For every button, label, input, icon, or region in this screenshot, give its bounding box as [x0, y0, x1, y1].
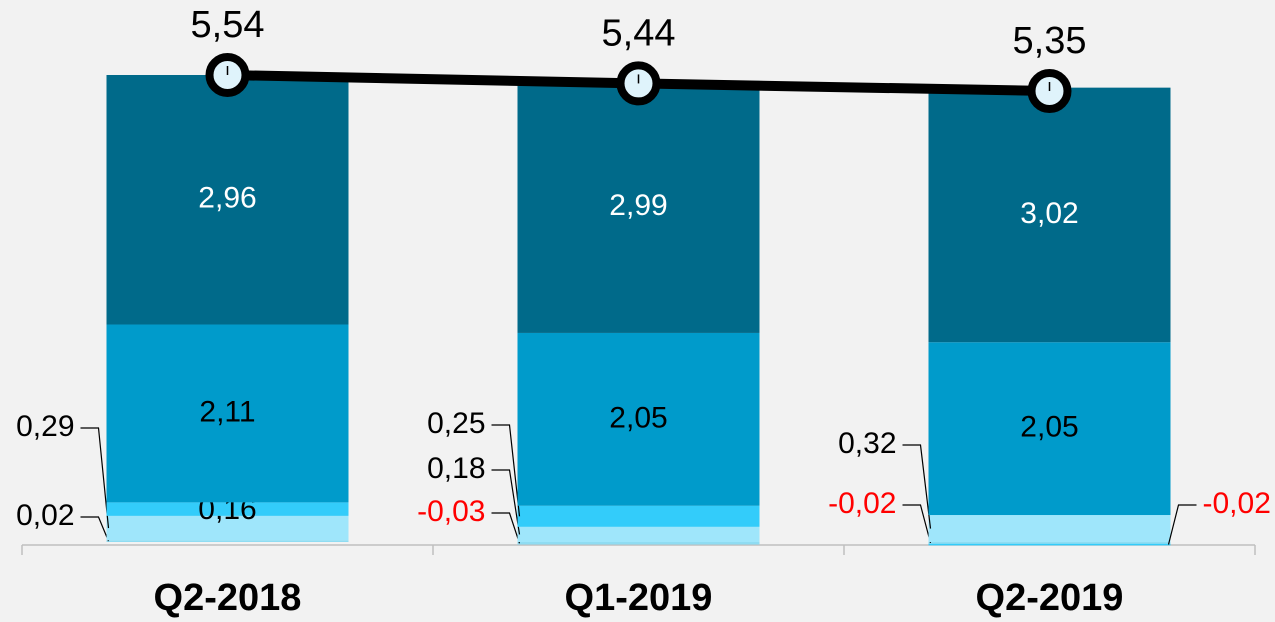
bar-segment [928, 87, 1171, 343]
value-label: 0,02 [16, 499, 74, 532]
bar-segment [106, 75, 349, 325]
value-label: -0,02 [1203, 487, 1271, 520]
bar-segment [517, 505, 760, 527]
bar-segment [928, 543, 1171, 546]
callout-line [902, 444, 932, 529]
callout-line [80, 427, 110, 529]
line-label: 5,44 [602, 12, 676, 54]
bar-segment [928, 515, 1171, 542]
value-label: 0,18 [427, 452, 485, 485]
bar-segment [106, 324, 349, 503]
value-label: 2,96 [198, 182, 256, 215]
callout-line [902, 504, 932, 543]
callout-line [491, 469, 521, 535]
bar-segment [517, 80, 760, 333]
value-label: -0,03 [417, 495, 485, 528]
x-tick-label: Q1-2019 [565, 577, 713, 619]
bar-segment [106, 540, 349, 542]
value-label: 0,29 [16, 410, 74, 443]
x-tick-label: Q2-2018 [154, 577, 302, 619]
bar-segment [106, 515, 349, 541]
value-label: -0,02 [828, 487, 896, 520]
callout-line [1167, 504, 1197, 545]
bar-segment [928, 542, 1171, 544]
x-tick-label: Q2-2019 [976, 577, 1124, 619]
bar-segment [106, 502, 349, 516]
line-label: 5,54 [191, 4, 265, 46]
bar-segment [517, 542, 760, 545]
value-label: 2,05 [609, 401, 667, 434]
line-label: 5,35 [1013, 20, 1087, 62]
value-label: 0,32 [838, 427, 896, 460]
bar-segment [517, 332, 760, 506]
callout-line [80, 516, 110, 542]
value-label: 2,11 [199, 395, 255, 428]
callout-line [491, 512, 521, 544]
value-label: 3,02 [1020, 197, 1078, 230]
callout-line [491, 424, 521, 517]
value-label: 0,25 [427, 407, 485, 440]
value-label: 2,99 [609, 189, 667, 222]
bar-segment [928, 342, 1171, 516]
value-label: 2,05 [1020, 411, 1078, 444]
bar-segment [517, 526, 760, 542]
